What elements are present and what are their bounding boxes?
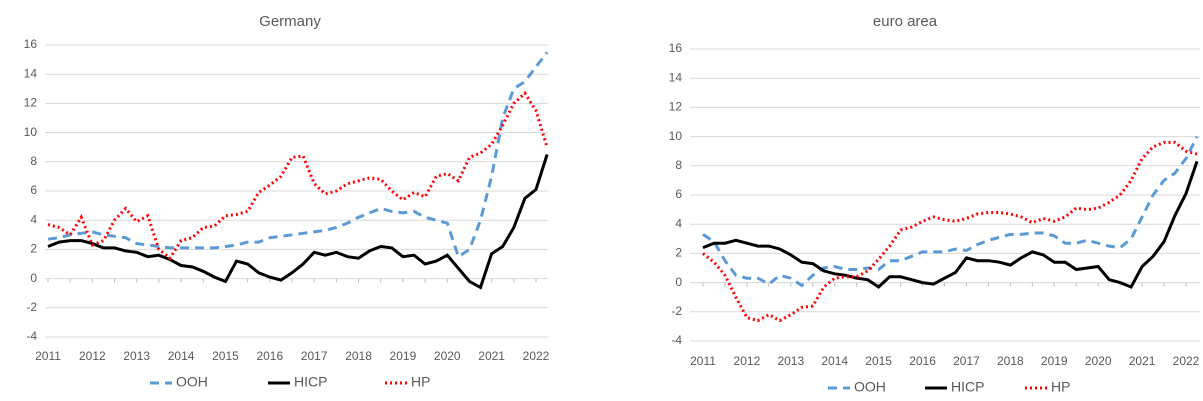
- x-tick-label: 2022: [1173, 354, 1200, 368]
- x-tick-label: 2015: [212, 349, 239, 363]
- x-tick-label: 2021: [1129, 354, 1156, 368]
- x-tick-label: 2018: [345, 349, 372, 363]
- chart-title: Germany: [259, 13, 321, 30]
- x-tick-label: 2013: [777, 354, 804, 368]
- x-tick-label: 2020: [434, 349, 461, 363]
- x-tick-label: 2013: [123, 349, 150, 363]
- legend-label: OOH: [176, 374, 208, 390]
- x-tick-label: 2017: [953, 354, 980, 368]
- legend-label: HICP: [951, 379, 984, 395]
- series-line: [47, 51, 549, 260]
- y-tick-label: 0: [30, 271, 37, 285]
- y-tick-label: -4: [671, 333, 682, 347]
- x-tick-label: 2012: [734, 354, 761, 368]
- y-tick-label: 16: [24, 37, 38, 51]
- y-tick-label: 8: [675, 158, 682, 172]
- y-tick-label: 6: [675, 187, 682, 201]
- x-tick-label: 2021: [478, 349, 505, 363]
- x-tick-label: 2019: [390, 349, 417, 363]
- y-tick-label: 12: [24, 96, 38, 110]
- x-tick-label: 2014: [821, 354, 848, 368]
- y-tick-label: 16: [669, 41, 683, 55]
- y-tick-label: 10: [24, 125, 38, 139]
- legend-label: OOH: [854, 379, 886, 395]
- y-tick-label: 0: [675, 275, 682, 289]
- y-tick-label: 14: [669, 70, 683, 84]
- chart-title: euro area: [873, 13, 938, 30]
- x-tick-label: 2016: [909, 354, 936, 368]
- y-tick-label: 8: [30, 154, 37, 168]
- y-tick-label: 10: [669, 129, 683, 143]
- y-tick-label: 2: [675, 246, 682, 260]
- x-tick-label: 2014: [168, 349, 195, 363]
- series-line: [702, 160, 1199, 289]
- series-line: [702, 140, 1198, 323]
- x-tick-label: 2016: [256, 349, 283, 363]
- series-line: [47, 90, 549, 261]
- y-tick-label: -2: [671, 304, 682, 318]
- y-tick-label: 2: [30, 242, 37, 256]
- x-tick-label: 2011: [690, 354, 716, 368]
- x-tick-label: 2017: [301, 349, 328, 363]
- series-line: [47, 154, 549, 290]
- x-tick-label: 2011: [35, 349, 61, 363]
- y-tick-label: -2: [26, 300, 37, 314]
- x-tick-label: 2019: [1041, 354, 1068, 368]
- y-tick-label: 12: [669, 100, 683, 114]
- x-tick-label: 2022: [523, 349, 550, 363]
- y-tick-label: 4: [30, 212, 37, 226]
- legend-label: HP: [411, 374, 430, 390]
- x-tick-label: 2018: [997, 354, 1024, 368]
- legend-label: HP: [1051, 379, 1070, 395]
- x-tick-label: 2020: [1085, 354, 1112, 368]
- y-tick-label: 4: [675, 216, 682, 230]
- y-tick-label: 14: [24, 66, 38, 80]
- y-tick-label: 6: [30, 183, 37, 197]
- x-tick-label: 2012: [79, 349, 106, 363]
- legend-label: HICP: [294, 374, 327, 390]
- y-tick-label: -4: [26, 329, 37, 343]
- x-tick-label: 2015: [865, 354, 892, 368]
- series-line: [702, 135, 1199, 288]
